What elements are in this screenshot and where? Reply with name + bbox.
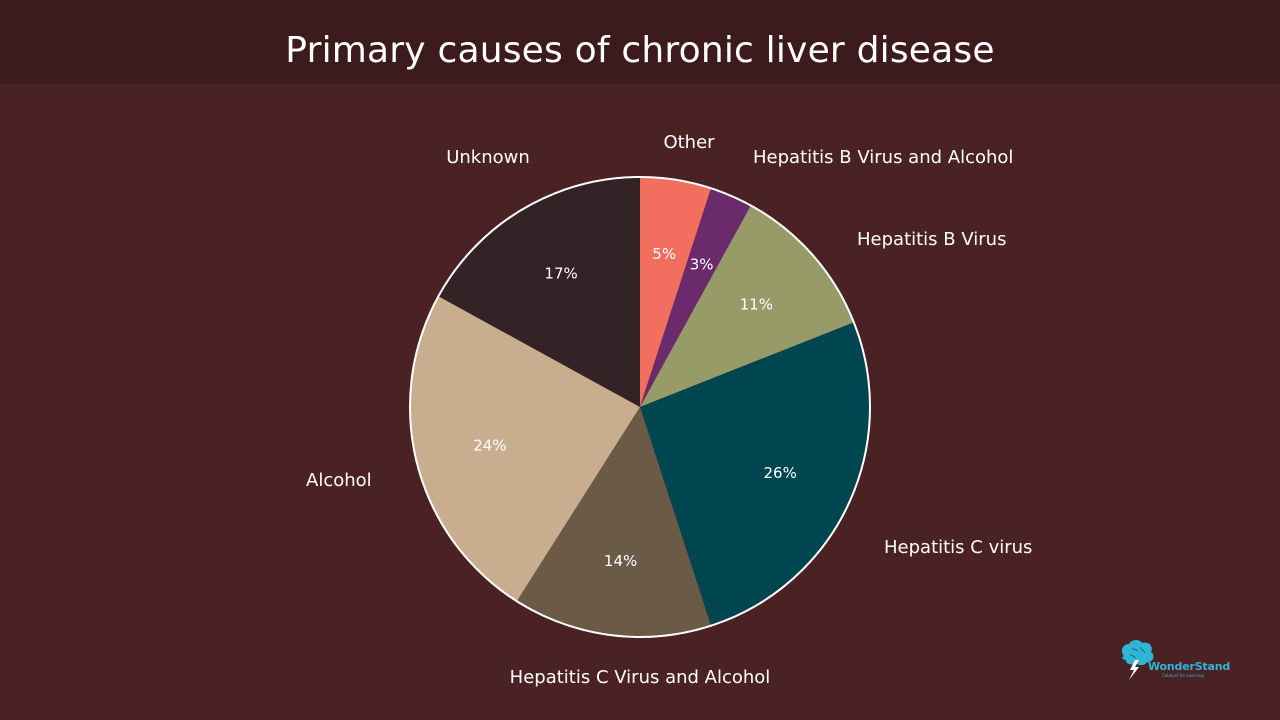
pie-slices — [409, 176, 871, 638]
slice-other — [640, 177, 712, 407]
percent-label-other: 5% — [652, 245, 676, 263]
category-labels: Other Hepatitis B Virus and Alcohol Hepati… — [306, 132, 1032, 688]
logo-name: WonderStand — [1148, 660, 1230, 673]
title-bar — [0, 0, 1280, 84]
category-label-hepatitis-c-virus-and-alcohol: Hepatitis C Virus and Alcohol — [510, 667, 771, 688]
category-label-hepatitis-b-virus-and-alcohol: Hepatitis B Virus and Alcohol — [753, 147, 1013, 168]
category-label-other: Other — [663, 132, 715, 153]
slice-hepatitis-c-virus — [640, 322, 871, 626]
slice-hepatitis-b-virus-and-alcohol — [640, 188, 751, 407]
chart-title: Primary causes of chronic liver disease — [285, 30, 995, 71]
category-label-hepatitis-b-virus: Hepatitis B Virus — [857, 229, 1006, 250]
slice-hepatitis-c-virus-and-alcohol — [516, 407, 712, 637]
pie-border — [409, 176, 871, 638]
percent-label-alcohol: 24% — [473, 437, 506, 455]
logo-tagline: Catalyst for Learning — [1162, 673, 1204, 678]
percent-label-hepatitis-b-virus-and-alcohol: 3% — [690, 256, 714, 274]
category-label-hepatitis-c-virus: Hepatitis C virus — [884, 537, 1032, 558]
percent-label-unknown: 17% — [544, 265, 577, 283]
percentage-labels: 5% 3% 11% 26% 14% 24% 17% — [473, 245, 797, 570]
wonderstand-logo: WonderStand Catalyst for Learning — [1118, 638, 1230, 682]
percent-label-hepatitis-c-virus-and-alcohol: 14% — [604, 552, 637, 570]
category-label-unknown: Unknown — [446, 147, 530, 168]
percent-label-hepatitis-b-virus: 11% — [740, 296, 773, 314]
brain-lightning-icon — [1121, 640, 1154, 680]
slice-hepatitis-b-virus — [640, 205, 854, 407]
slice-alcohol — [409, 296, 640, 602]
category-label-alcohol: Alcohol — [306, 470, 372, 491]
percent-label-hepatitis-c-virus: 26% — [764, 464, 797, 482]
